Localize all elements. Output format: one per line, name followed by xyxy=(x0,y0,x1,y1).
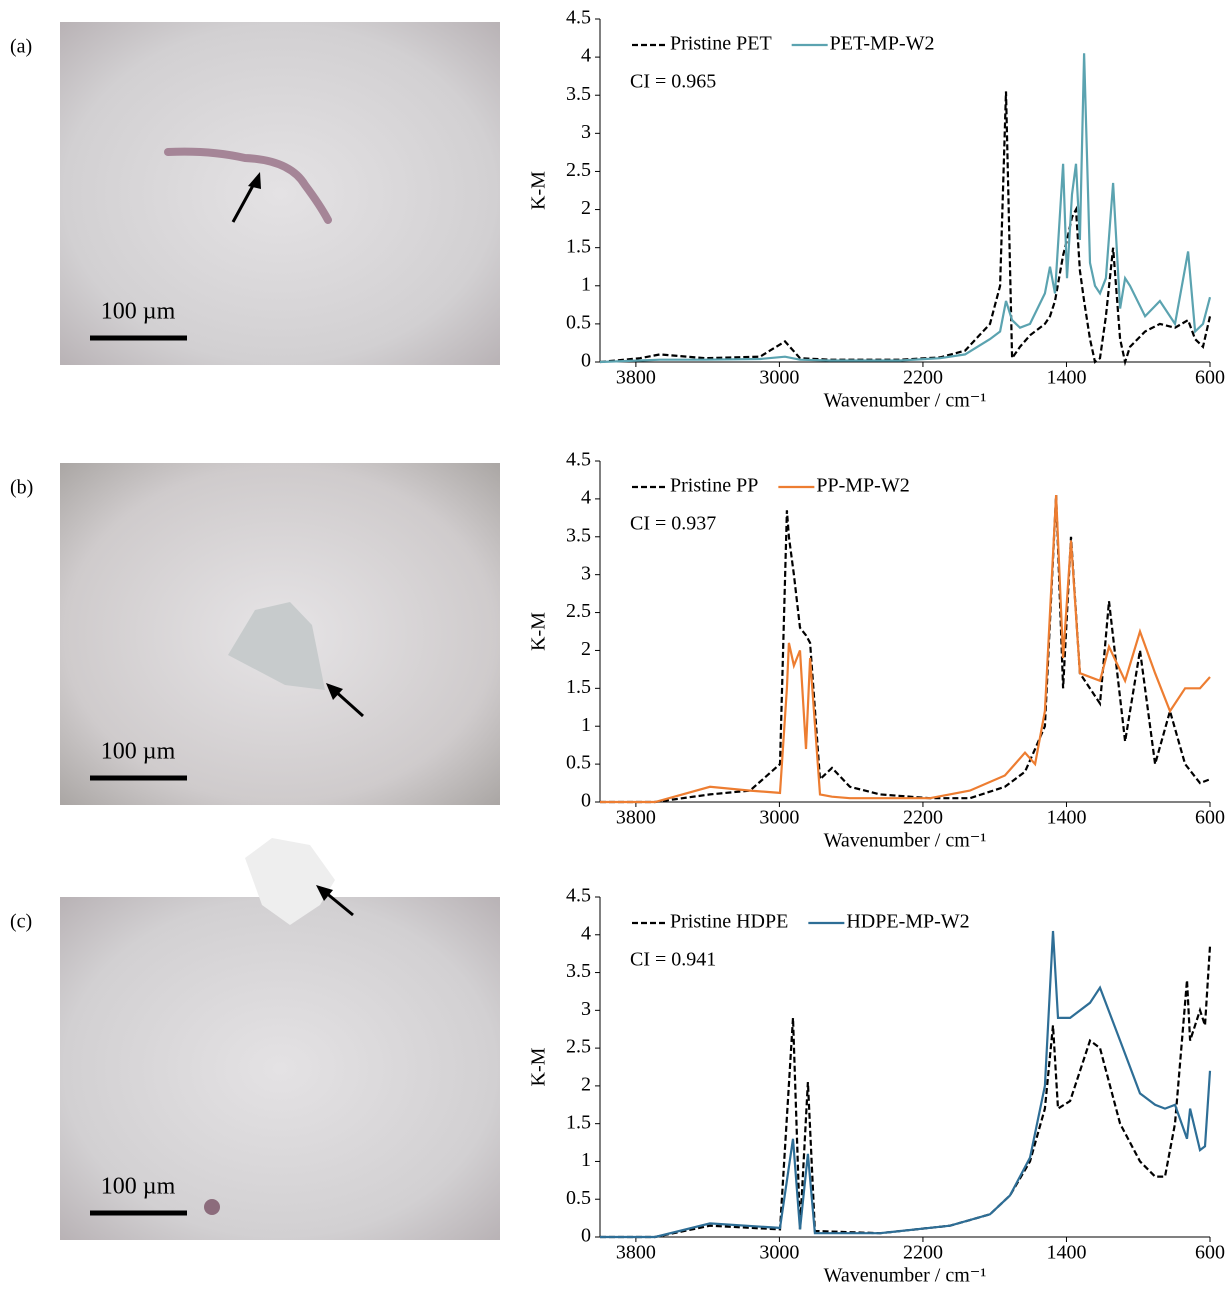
y-tick-label: 1.5 xyxy=(566,235,591,257)
y-tick-label: 2.5 xyxy=(566,1036,591,1058)
y-tick-label: 1.5 xyxy=(566,676,591,698)
y-tick-label: 3.5 xyxy=(566,524,591,546)
y-tick-label: 1 xyxy=(581,714,591,736)
spectrum-line xyxy=(600,930,1212,1239)
x-axis-title: Wavenumber / cm⁻¹ xyxy=(824,390,987,412)
y-tick-label: 0.5 xyxy=(566,1187,591,1209)
y-tick-label: 2.5 xyxy=(566,159,591,181)
y-tick-label: 0 xyxy=(581,790,591,812)
micrograph-c xyxy=(0,0,500,1240)
x-axis-title: Wavenumber / cm⁻¹ xyxy=(824,830,987,852)
x-tick-label: 1400 xyxy=(1046,1242,1086,1264)
x-tick-label: 3000 xyxy=(759,367,799,389)
annotation: CI = 0.937 xyxy=(630,513,716,535)
x-tick-label: 2200 xyxy=(903,367,943,389)
x-tick-label: 1400 xyxy=(1046,807,1086,829)
y-tick-label: 3 xyxy=(581,121,591,143)
legend-label: Pristine PP xyxy=(670,475,758,497)
x-tick-label: 3800 xyxy=(616,367,656,389)
x-tick-label: 3800 xyxy=(616,807,656,829)
spectrum-line xyxy=(599,91,1212,367)
y-tick-label: 0.5 xyxy=(566,752,591,774)
y-tick-label: 3 xyxy=(581,562,591,584)
x-tick-label: 600 xyxy=(1195,807,1225,829)
y-tick-label: 0.5 xyxy=(566,311,591,333)
y-axis-title: K-M xyxy=(528,1047,550,1086)
y-tick-label: 4.5 xyxy=(566,7,591,29)
y-tick-label: 1 xyxy=(581,1149,591,1171)
y-axis-title: K-M xyxy=(528,612,550,651)
x-tick-label: 1400 xyxy=(1046,367,1086,389)
panel-label: (a) xyxy=(10,36,32,58)
y-tick-label: 2 xyxy=(581,1073,591,1095)
scale-bar-label: 100 µm xyxy=(101,739,176,765)
x-tick-label: 600 xyxy=(1195,1242,1225,1264)
micrograph-b xyxy=(60,463,500,805)
scale-bar-label: 100 µm xyxy=(101,1174,176,1200)
x-tick-label: 3000 xyxy=(759,1242,799,1264)
y-tick-label: 4 xyxy=(581,922,591,944)
legend-label: PET-MP-W2 xyxy=(830,33,935,55)
legend-label: Pristine HDPE xyxy=(670,911,788,933)
spectrum-line xyxy=(599,53,1212,364)
legend-label: Pristine PET xyxy=(670,33,772,55)
spectrum-line xyxy=(600,495,1211,804)
spectrum-line xyxy=(600,495,1211,804)
scale-bar-label: 100 µm xyxy=(101,299,176,325)
x-tick-label: 2200 xyxy=(903,807,943,829)
y-tick-label: 0 xyxy=(581,350,591,372)
spectrum-line xyxy=(600,946,1212,1239)
y-tick-label: 3.5 xyxy=(566,83,591,105)
x-tick-label: 3000 xyxy=(759,807,799,829)
legend-label: PP-MP-W2 xyxy=(816,475,909,497)
y-tick-label: 4 xyxy=(581,486,591,508)
x-tick-label: 600 xyxy=(1195,367,1225,389)
x-tick-label: 3800 xyxy=(616,1242,656,1264)
y-tick-label: 4.5 xyxy=(566,449,591,471)
y-tick-label: 4.5 xyxy=(566,885,591,907)
y-tick-label: 3.5 xyxy=(566,960,591,982)
y-tick-label: 1.5 xyxy=(566,1111,591,1133)
y-tick-label: 3 xyxy=(581,998,591,1020)
x-tick-label: 2200 xyxy=(903,1242,943,1264)
y-tick-label: 2 xyxy=(581,638,591,660)
annotation: CI = 0.941 xyxy=(630,949,716,971)
micrograph-a xyxy=(60,22,500,365)
panel-label: (c) xyxy=(10,911,32,933)
panel-label: (b) xyxy=(10,477,33,499)
y-tick-label: 0 xyxy=(581,1225,591,1247)
x-axis-title: Wavenumber / cm⁻¹ xyxy=(824,1265,987,1287)
y-tick-label: 4 xyxy=(581,45,591,67)
legend-label: HDPE-MP-W2 xyxy=(846,911,969,933)
y-axis-title: K-M xyxy=(528,171,550,210)
y-tick-label: 1 xyxy=(581,273,591,295)
y-tick-label: 2.5 xyxy=(566,600,591,622)
y-tick-label: 2 xyxy=(581,197,591,219)
annotation: CI = 0.965 xyxy=(630,71,716,93)
